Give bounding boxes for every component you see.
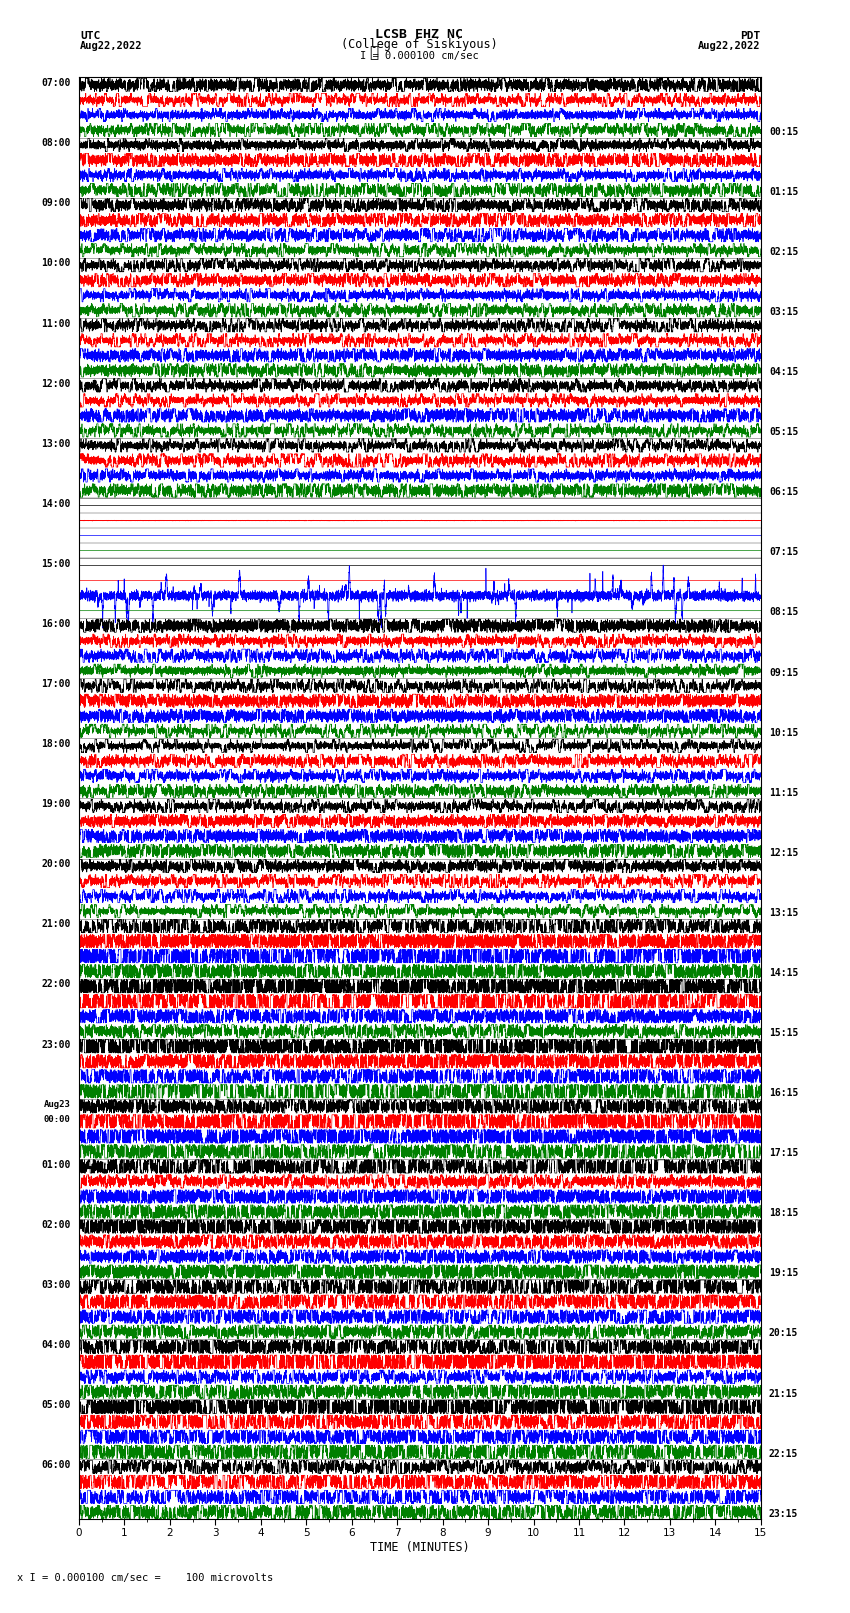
Text: 08:15: 08:15 — [769, 608, 798, 618]
Text: 01:00: 01:00 — [42, 1160, 71, 1169]
Text: 01:15: 01:15 — [769, 187, 798, 197]
Text: 21:15: 21:15 — [769, 1389, 798, 1398]
Text: 09:15: 09:15 — [769, 668, 798, 677]
Text: 06:15: 06:15 — [769, 487, 798, 497]
Text: 05:15: 05:15 — [769, 427, 798, 437]
Text: PDT: PDT — [740, 31, 760, 40]
Text: 09:00: 09:00 — [42, 198, 71, 208]
Text: 16:15: 16:15 — [769, 1089, 798, 1098]
Text: Aug22,2022: Aug22,2022 — [80, 40, 143, 50]
Text: 11:15: 11:15 — [769, 787, 798, 798]
Text: 22:15: 22:15 — [769, 1448, 798, 1458]
Text: 19:15: 19:15 — [769, 1268, 798, 1279]
Text: (College of Siskiyous): (College of Siskiyous) — [341, 37, 497, 50]
Text: 16:00: 16:00 — [42, 619, 71, 629]
Text: 17:00: 17:00 — [42, 679, 71, 689]
Text: 06:00: 06:00 — [42, 1460, 71, 1469]
Text: 02:15: 02:15 — [769, 247, 798, 256]
Text: 03:00: 03:00 — [42, 1279, 71, 1290]
Text: 15:15: 15:15 — [769, 1027, 798, 1039]
Text: 15:00: 15:00 — [42, 558, 71, 569]
Text: 10:15: 10:15 — [769, 727, 798, 737]
Text: 23:00: 23:00 — [42, 1039, 71, 1050]
Text: Aug22,2022: Aug22,2022 — [697, 40, 760, 50]
Text: 14:15: 14:15 — [769, 968, 798, 977]
Text: 19:00: 19:00 — [42, 798, 71, 810]
Text: LCSB EHZ NC: LCSB EHZ NC — [375, 27, 463, 40]
Text: 18:15: 18:15 — [769, 1208, 798, 1218]
Text: x I = 0.000100 cm/sec =    100 microvolts: x I = 0.000100 cm/sec = 100 microvolts — [17, 1573, 273, 1582]
Text: 13:00: 13:00 — [42, 439, 71, 448]
Text: 04:15: 04:15 — [769, 368, 798, 377]
Text: Aug23: Aug23 — [44, 1100, 71, 1108]
Text: 12:15: 12:15 — [769, 848, 798, 858]
Text: 03:15: 03:15 — [769, 306, 798, 318]
Text: 00:15: 00:15 — [769, 127, 798, 137]
Text: 20:00: 20:00 — [42, 860, 71, 869]
Text: 10:00: 10:00 — [42, 258, 71, 268]
Text: 05:00: 05:00 — [42, 1400, 71, 1410]
Text: 20:15: 20:15 — [769, 1329, 798, 1339]
Text: 07:15: 07:15 — [769, 547, 798, 558]
Text: 11:00: 11:00 — [42, 318, 71, 329]
Text: 21:00: 21:00 — [42, 919, 71, 929]
Text: 18:00: 18:00 — [42, 739, 71, 748]
Text: 14:00: 14:00 — [42, 498, 71, 508]
Text: 17:15: 17:15 — [769, 1148, 798, 1158]
Text: 04:00: 04:00 — [42, 1340, 71, 1350]
Text: 07:00: 07:00 — [42, 77, 71, 89]
Text: UTC: UTC — [80, 31, 100, 40]
Text: 22:00: 22:00 — [42, 979, 71, 989]
X-axis label: TIME (MINUTES): TIME (MINUTES) — [370, 1540, 470, 1553]
Text: ⎹: ⎹ — [370, 45, 378, 60]
Text: 02:00: 02:00 — [42, 1219, 71, 1229]
Text: 08:00: 08:00 — [42, 139, 71, 148]
Text: 23:15: 23:15 — [769, 1508, 798, 1519]
Text: 00:00: 00:00 — [44, 1115, 71, 1124]
Text: I = 0.000100 cm/sec: I = 0.000100 cm/sec — [360, 52, 479, 61]
Text: 12:00: 12:00 — [42, 379, 71, 389]
Text: 13:15: 13:15 — [769, 908, 798, 918]
